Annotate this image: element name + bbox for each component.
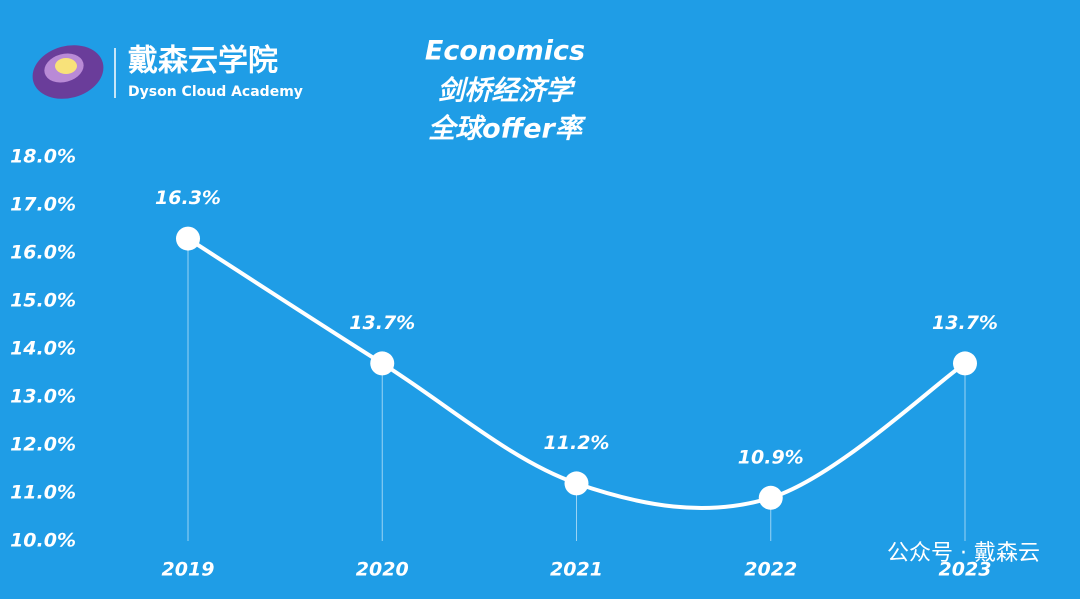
y-tick-label: 15.0% — [10, 290, 76, 312]
x-tick-label: 2023 — [939, 559, 992, 581]
watermark: 公众号 · 戴森云 — [887, 541, 1040, 566]
point — [176, 226, 200, 251]
y-tick-label: 13.0% — [10, 386, 76, 408]
point — [953, 351, 977, 376]
point — [370, 351, 395, 376]
data-label: 16.3% — [155, 187, 221, 209]
y-tick-label: 12.0% — [10, 434, 76, 456]
brand-name: 戴森云学院 — [128, 44, 278, 79]
point — [564, 471, 589, 496]
data-label: 10.9% — [738, 446, 804, 468]
y-tick-label: 18.0% — [10, 146, 76, 168]
y-tick-label: 11.0% — [10, 482, 76, 504]
x-tick-label: 2019 — [162, 559, 215, 581]
logo — [32, 45, 116, 99]
data-label: 13.7% — [932, 312, 998, 334]
x-tick-label: 2020 — [356, 559, 409, 581]
chart-title: 全球offer率 — [428, 114, 587, 145]
data-label: 11.2% — [544, 432, 610, 454]
x-tick-label: 2021 — [550, 559, 603, 581]
point — [758, 485, 783, 510]
brand-subtitle: Dyson Cloud Academy — [128, 84, 303, 100]
chart-title: 剑桥经济学 — [438, 76, 577, 107]
data-label: 13.7% — [349, 312, 415, 334]
y-tick-label: 16.0% — [10, 242, 76, 264]
y-tick-label: 17.0% — [10, 194, 76, 216]
y-tick-label: 10.0% — [10, 530, 76, 552]
chart-title: Economics — [425, 36, 585, 67]
x-tick-label: 2022 — [744, 559, 797, 581]
y-tick-label: 14.0% — [10, 338, 76, 360]
